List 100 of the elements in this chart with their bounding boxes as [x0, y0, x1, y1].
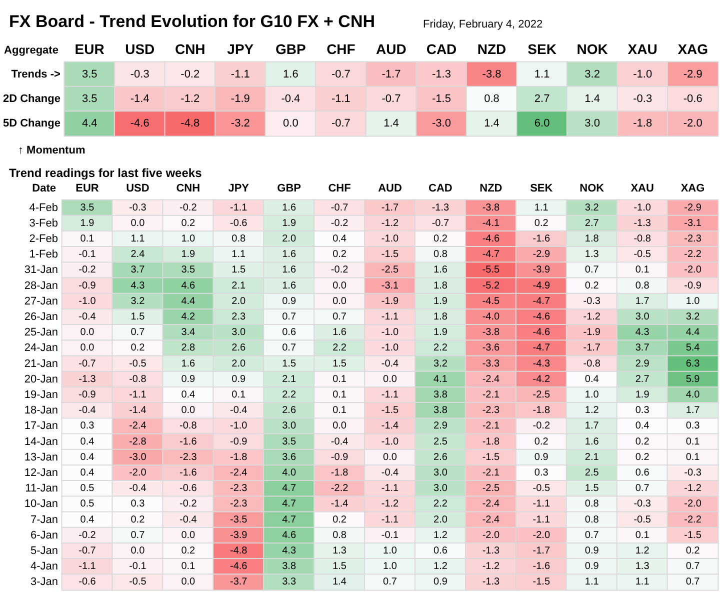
data-label: 2.1	[584, 452, 600, 463]
data-label: 1.0	[383, 546, 398, 556]
data-label: 3.0	[635, 312, 650, 322]
data-label: 1.1	[584, 576, 600, 588]
data-label: -4.6	[532, 327, 550, 338]
data-label: 0.0	[332, 296, 347, 307]
y-tick-label: 31-Jan	[24, 264, 58, 276]
data-label: -2.0	[683, 118, 702, 130]
data-label: -1.0	[633, 68, 652, 80]
data-label: -1.1	[381, 312, 400, 322]
data-label: -0.4	[281, 93, 300, 105]
data-label: 0.7	[383, 576, 398, 588]
data-label: 0.7	[130, 327, 146, 338]
data-label: 1.2	[584, 405, 600, 416]
data-label: 0.0	[181, 530, 196, 541]
data-label: 3.2	[434, 358, 448, 370]
data-label: -1.0	[230, 420, 248, 432]
data-label: -2.0	[482, 530, 500, 541]
data-label: -1.9	[583, 327, 601, 338]
data-label: 0.8	[332, 530, 347, 541]
data-label: -0.5	[129, 358, 147, 370]
data-label: -1.7	[532, 546, 550, 556]
data-label: -0.3	[583, 296, 601, 307]
data-label: -2.3	[230, 498, 248, 510]
data-label: -0.1	[381, 530, 400, 541]
data-label: 2.1	[282, 374, 296, 385]
data-label: -4.8	[230, 546, 248, 556]
data-label: 1.9	[434, 327, 448, 338]
data-label: 0.2	[686, 546, 700, 556]
data-label: -3.1	[684, 218, 702, 229]
data-label: 1.8	[434, 312, 448, 322]
data-label: 1.5	[332, 358, 347, 370]
data-label: 1.6	[282, 264, 296, 276]
data-label: 0.1	[232, 390, 246, 400]
data-label: 0.0	[383, 452, 398, 463]
data-label: 0.7	[584, 264, 600, 276]
data-label: -0.2	[180, 68, 200, 80]
x-tick-label: AUD	[376, 41, 406, 57]
data-label: -4.2	[532, 374, 550, 385]
data-label: 0.3	[635, 405, 650, 416]
data-label: -0.2	[78, 264, 96, 276]
data-label: 1.2	[434, 561, 448, 572]
data-label: 2.3	[232, 312, 246, 322]
data-label: -0.6	[230, 218, 248, 229]
x-tick-label: AUD	[378, 182, 402, 194]
data-label: 1.3	[332, 546, 347, 556]
y-tick-label: 6-Jan	[30, 529, 58, 542]
data-label: 1.4	[384, 118, 399, 130]
data-label: 3.2	[584, 202, 600, 214]
data-label: -1.7	[583, 342, 601, 354]
data-label: 4.7	[282, 514, 296, 526]
data-label: 4.6	[282, 530, 296, 541]
data-label: 2.6	[434, 452, 448, 463]
y-tick-label: 28-Jan	[24, 280, 58, 292]
x-tick-label: CNH	[176, 182, 200, 194]
y-tick-label: 4-Jan	[30, 560, 58, 573]
data-label: 3.8	[434, 405, 448, 416]
chart-subtitle: Friday, February 4, 2022	[423, 18, 543, 30]
data-label: -1.4	[381, 420, 400, 432]
data-label: 0.8	[584, 514, 600, 526]
data-label: 4.4	[686, 327, 700, 338]
data-label: -3.1	[381, 280, 400, 292]
x-tick-label: CHF	[326, 41, 356, 57]
data-label: -0.7	[331, 118, 350, 130]
data-label: -1.5	[532, 576, 550, 588]
data-label: 0.8	[584, 498, 600, 510]
x-tick-label: CHF	[328, 182, 352, 194]
data-label: 4.4	[82, 118, 98, 130]
data-label: -1.5	[381, 249, 400, 260]
data-label: 1.2	[434, 530, 448, 541]
data-label: 0.2	[181, 218, 196, 229]
data-label: -1.6	[180, 436, 198, 448]
data-label: -2.9	[684, 202, 702, 214]
data-label: -1.3	[634, 218, 652, 229]
data-label: -0.8	[634, 234, 652, 244]
data-label: -0.3	[634, 498, 652, 510]
data-label: 0.2	[635, 436, 650, 448]
data-label: -1.2	[180, 93, 200, 105]
data-label: 0.4	[635, 420, 650, 432]
data-label: -1.2	[583, 312, 601, 322]
data-label: 3.5	[82, 68, 98, 80]
data-label: 5.9	[686, 374, 700, 385]
data-label: 1.6	[282, 202, 296, 214]
data-label: 0.4	[80, 514, 95, 526]
data-label: -2.3	[684, 234, 702, 244]
x-tick-label: NOK	[580, 182, 604, 194]
data-label: 3.2	[130, 296, 146, 307]
data-label: 0.9	[584, 561, 600, 572]
data-label: -0.4	[180, 514, 198, 526]
data-label: -1.6	[532, 561, 550, 572]
data-label: 3.3	[282, 576, 296, 588]
data-label: -5.2	[482, 280, 500, 292]
data-label: 4.3	[635, 327, 650, 338]
data-label: 0.3	[534, 468, 549, 478]
data-label: 0.1	[332, 374, 347, 385]
data-label: 0.0	[130, 546, 146, 556]
data-label: 0.2	[635, 452, 650, 463]
x-tick-label: USD	[126, 182, 150, 194]
data-label: -2.3	[482, 405, 500, 416]
data-label: -0.9	[78, 390, 96, 400]
